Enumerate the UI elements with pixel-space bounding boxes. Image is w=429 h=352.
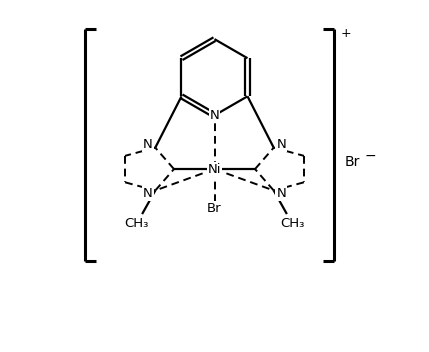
Text: N: N [143, 187, 153, 200]
Text: N: N [143, 138, 153, 151]
Text: N: N [276, 138, 286, 151]
Text: N: N [276, 187, 286, 200]
Text: −: − [364, 149, 376, 163]
Text: +: + [340, 27, 351, 40]
Text: N: N [210, 109, 219, 122]
Text: Br: Br [344, 155, 360, 169]
Text: Br: Br [207, 202, 222, 215]
Text: Ni: Ni [208, 163, 221, 176]
Text: CH₃: CH₃ [280, 217, 304, 230]
Text: CH₃: CH₃ [125, 217, 149, 230]
